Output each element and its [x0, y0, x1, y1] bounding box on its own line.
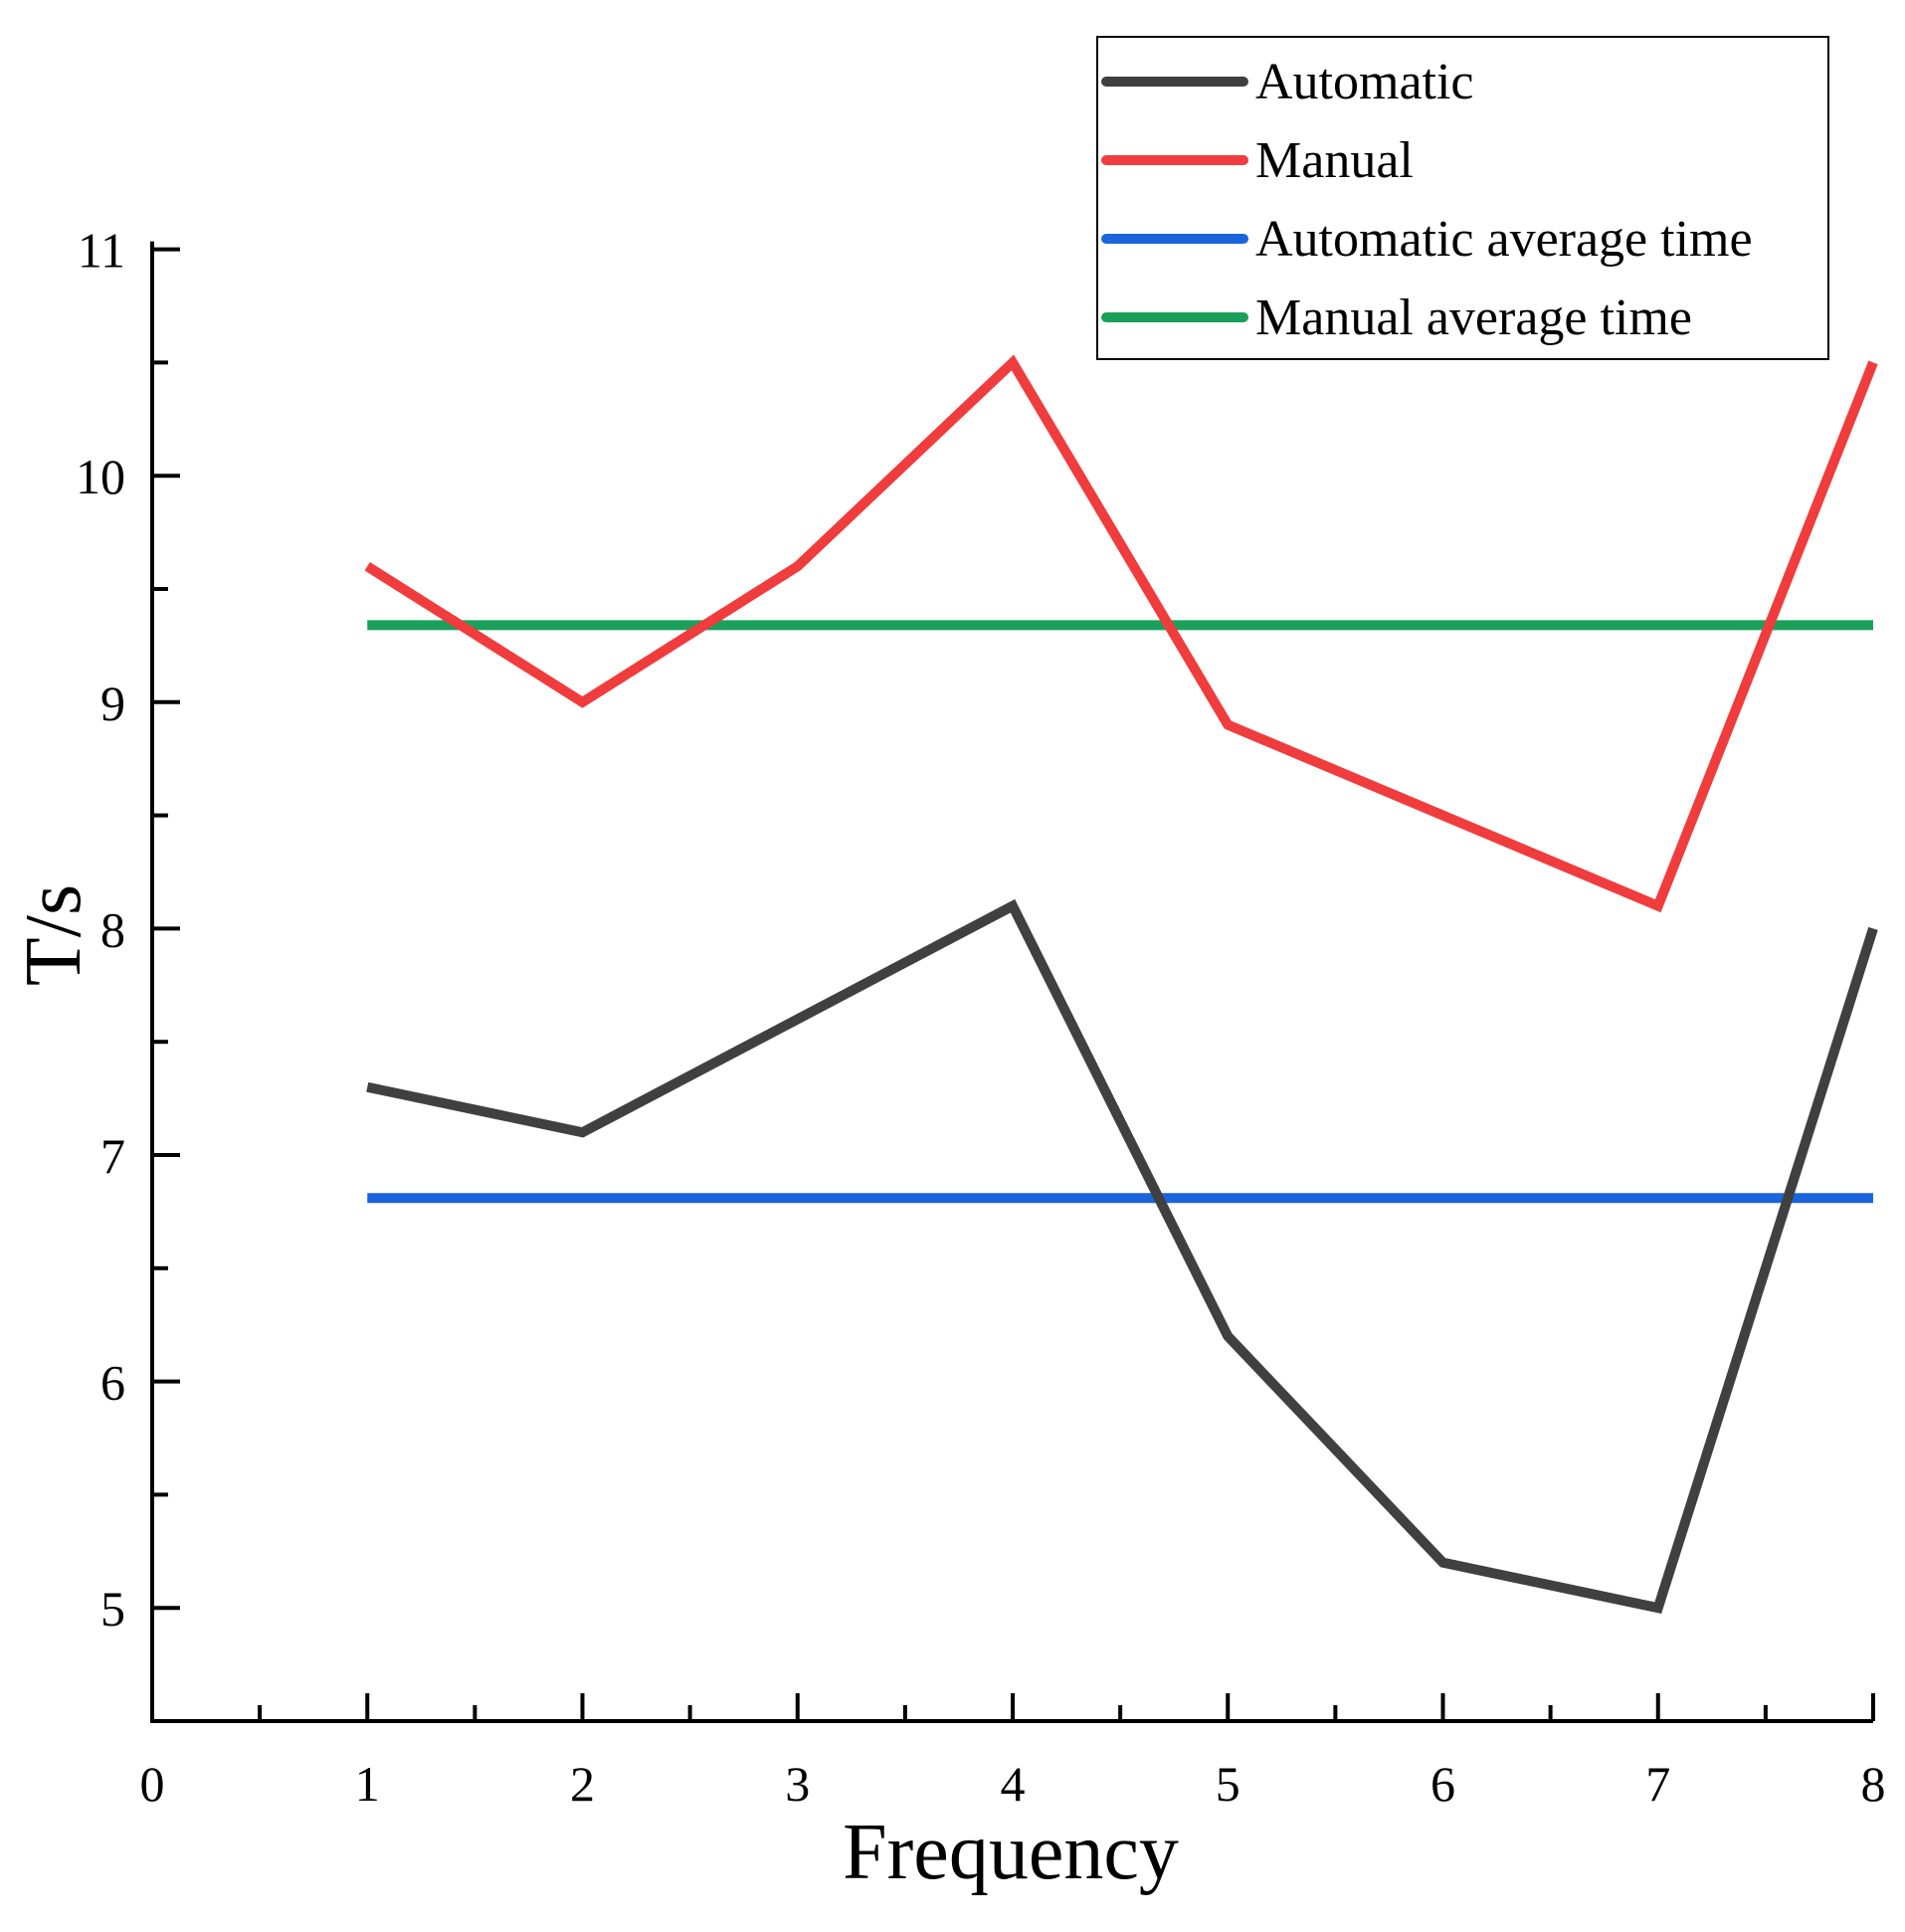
- y-tick-label: 5: [100, 1581, 125, 1637]
- y-tick-label: 9: [100, 676, 125, 731]
- legend-label-manual: Manual: [1255, 132, 1414, 189]
- legend-label-manual-average-time: Manual average time: [1255, 290, 1692, 346]
- x-tick-label: 1: [355, 1756, 380, 1812]
- series-line-automatic: [366, 898, 1878, 1615]
- x-tick-label: 4: [1001, 1756, 1026, 1812]
- legend-label-automatic-average-time: Automatic average time: [1255, 211, 1753, 268]
- x-axis-title: Frequency: [843, 1809, 1179, 1896]
- series-line-manual: [364, 354, 1878, 913]
- y-tick-label: 10: [76, 449, 125, 504]
- x-tick-label: 6: [1430, 1756, 1455, 1812]
- y-tick-label: 6: [100, 1355, 125, 1411]
- series-layer: [364, 354, 1878, 1615]
- x-tick-label: 2: [570, 1756, 595, 1812]
- y-tick-label: 11: [78, 223, 125, 279]
- y-tick-label: 8: [100, 901, 125, 957]
- legend-label-automatic: Automatic: [1255, 54, 1474, 110]
- legend: Automatic Manual Automatic average time Man…: [1096, 36, 1829, 360]
- y-axis-title: T/s: [10, 884, 97, 986]
- x-tick-label: 7: [1645, 1756, 1670, 1812]
- x-tick-label: 5: [1216, 1756, 1240, 1812]
- tick-labels: 0 1 2 3 4 5 6 7 8 5 6 7 8 9 10 11: [76, 223, 1886, 1812]
- x-tick-label: 8: [1861, 1756, 1886, 1812]
- axes: [150, 241, 1875, 1723]
- y-tick-label: 7: [100, 1128, 125, 1184]
- x-tick-label: 3: [785, 1756, 810, 1812]
- x-tick-label: 0: [140, 1756, 165, 1812]
- legend-box: [1096, 36, 1829, 360]
